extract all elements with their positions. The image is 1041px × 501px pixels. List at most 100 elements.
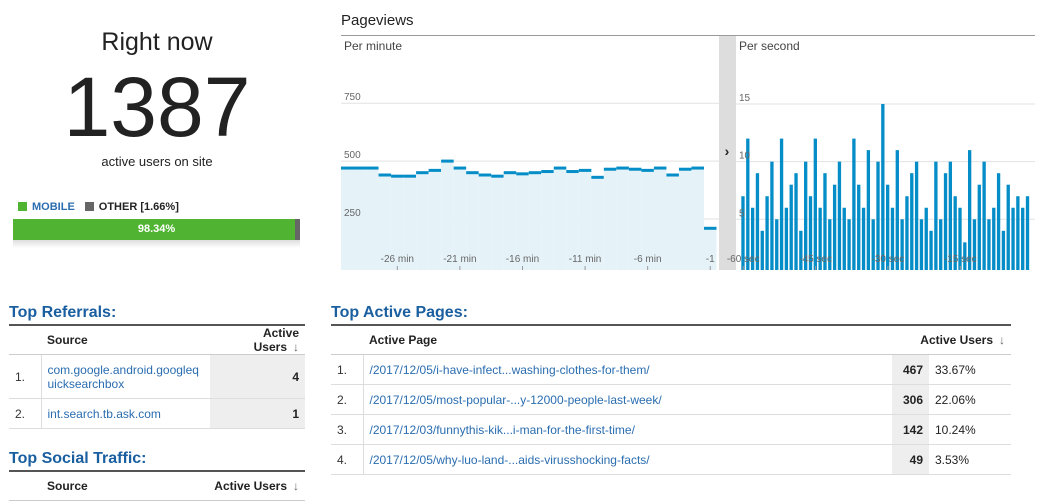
column-header[interactable]: Active Page <box>363 324 892 355</box>
legend-swatch <box>18 202 27 211</box>
row-label[interactable]: /2017/12/03/funnythis-kik...i-man-for-th… <box>363 414 892 445</box>
header-row: Source Active Users ↓ <box>9 470 305 501</box>
bar <box>852 138 856 270</box>
row-index: 3. <box>331 414 364 445</box>
step-top <box>616 166 629 170</box>
bar <box>977 184 981 270</box>
area-step <box>441 161 454 270</box>
step-top <box>516 172 529 176</box>
header-row: Active Page Active Users ↓ <box>331 324 1011 355</box>
x-tick-label: -30 sec <box>872 254 905 265</box>
bar <box>1025 196 1030 270</box>
header-spacer <box>331 324 363 355</box>
bar <box>755 173 760 270</box>
step-top <box>428 168 442 172</box>
column-header[interactable]: Active Users ↓ <box>209 324 305 355</box>
table-row: 2. int.search.tb.ask.com 1 <box>9 398 305 429</box>
x-tick-label: -21 min <box>443 254 476 265</box>
step-top <box>553 166 567 170</box>
table-row: 1. com.google.android.googlequicksearchbo… <box>9 354 305 399</box>
bar <box>948 161 953 270</box>
area-step <box>566 171 579 270</box>
step-top <box>453 166 467 170</box>
header-spacer <box>9 324 41 355</box>
x-tick-label: -26 min <box>381 254 414 265</box>
bar <box>958 207 962 270</box>
bar <box>900 219 904 270</box>
row-label[interactable]: int.search.tb.ask.com <box>41 398 210 429</box>
row-label[interactable]: /2017/12/05/why-luo-land-...aids-virussh… <box>363 444 892 475</box>
step-top <box>641 168 654 172</box>
referrals-table: Source Active Users ↓ 1. com.google.android.… <box>9 324 305 429</box>
bar <box>924 207 928 270</box>
column-header[interactable]: Active Users ↓ <box>134 470 305 501</box>
bar <box>779 138 784 270</box>
bar <box>818 207 822 270</box>
bar <box>939 219 943 270</box>
row-percent: 3.53% <box>929 444 1011 475</box>
area-step <box>666 175 679 270</box>
right-now-title: Right now <box>101 28 213 56</box>
step-top <box>566 170 579 174</box>
table-row: 2./2017/12/05/most-popular-...y-12000-pe… <box>331 384 1011 415</box>
x-tick-label: -1 <box>706 254 715 265</box>
bar <box>770 161 774 270</box>
bar <box>987 219 991 270</box>
expand-arrow[interactable]: › <box>725 143 730 159</box>
row-index: 4. <box>331 444 364 475</box>
x-tick-label: -11 min <box>569 254 602 265</box>
row-label[interactable]: com.google.android.googlequicksearchbox <box>41 354 210 399</box>
area-step <box>653 168 667 270</box>
step-top <box>528 171 542 175</box>
row-count: 49 <box>892 444 929 475</box>
panel-divider[interactable] <box>719 36 736 270</box>
bar <box>992 207 996 270</box>
bar <box>857 184 861 270</box>
column-header[interactable]: Source <box>41 324 210 355</box>
x-tick-label: -16 min <box>506 254 539 265</box>
area-step <box>341 168 354 270</box>
column-header[interactable]: Active Users ↓ <box>892 324 1011 355</box>
row-percent: 22.06% <box>929 384 1011 415</box>
step-top <box>391 174 404 178</box>
area-step <box>703 228 717 270</box>
step-top <box>478 173 492 177</box>
panel-title: Per minute <box>344 39 402 53</box>
step-top <box>691 166 704 170</box>
row-label[interactable]: /2017/12/05/most-popular-...y-12000-peop… <box>363 384 892 415</box>
bar <box>967 150 972 270</box>
area-step <box>366 168 379 270</box>
bar <box>799 230 803 270</box>
bar <box>861 207 866 270</box>
header-row: Source Active Users ↓ <box>9 324 305 355</box>
area-step <box>691 168 704 270</box>
area-step <box>466 172 479 270</box>
step-top <box>503 171 517 175</box>
social-table: Source Active Users ↓ <box>9 470 305 501</box>
bar <box>789 184 793 270</box>
bar <box>750 207 755 270</box>
area-step <box>491 176 504 270</box>
column-header[interactable]: Source <box>41 470 135 501</box>
y-tick-label: 500 <box>344 150 361 161</box>
row-index: 2. <box>331 384 364 415</box>
step-top <box>703 226 717 230</box>
bar <box>804 161 808 270</box>
area-step <box>528 172 542 270</box>
bar <box>996 173 1001 270</box>
bar <box>760 230 764 270</box>
x-tick-label: -6 min <box>634 254 662 265</box>
step-top <box>441 159 454 163</box>
table-row: 4./2017/12/05/why-luo-land-...aids-virus… <box>331 444 1011 475</box>
row-count: 1 <box>209 398 305 429</box>
area-step <box>503 172 517 270</box>
bar <box>929 230 933 270</box>
row-percent: 10.24% <box>929 414 1011 445</box>
active-caption: active users on site <box>101 154 213 169</box>
panel-title: Per second <box>739 39 800 53</box>
step-top <box>541 170 554 174</box>
x-tick-label: -60 sec <box>727 254 760 265</box>
step-top <box>366 166 379 170</box>
sort-arrow: ↓ <box>293 479 299 493</box>
row-label[interactable]: /2017/12/05/i-have-infect...washing-clot… <box>363 354 892 385</box>
